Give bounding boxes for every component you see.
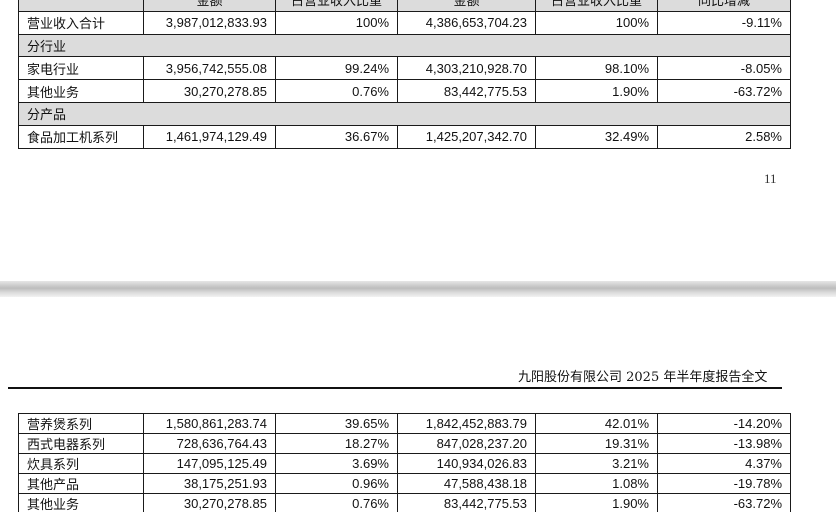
cell-value: 42.01% xyxy=(535,413,658,434)
document-running-header: 九阳股份有限公司 2025 年半年度报告全文 xyxy=(518,370,768,385)
cell-value: 19.31% xyxy=(535,433,658,454)
section-row: 分产品 xyxy=(18,101,791,126)
row-label: 营养煲系列 xyxy=(18,413,144,434)
table-row: 炊具系列 147,095,125.49 3.69% 140,934,026.83… xyxy=(18,453,791,474)
row-label: 家电行业 xyxy=(18,56,144,81)
cell-value: 99.24% xyxy=(275,56,398,81)
cell-value: 3.69% xyxy=(275,453,398,474)
cell-value: 83,442,775.53 xyxy=(397,79,536,103)
cell-value: 728,636,764.43 xyxy=(143,433,276,454)
page-break-divider xyxy=(0,281,836,297)
table-header-row: 金额 占营业收入比重 金额 占营业收入比重 同比增减 xyxy=(18,0,791,12)
cell-value: 39.65% xyxy=(275,413,398,434)
section-row: 分行业 xyxy=(18,33,791,58)
cell-value: -63.72% xyxy=(657,79,791,103)
cell-value: 2.58% xyxy=(657,124,791,149)
cell-value: -9.11% xyxy=(657,10,791,35)
cell-value: -19.78% xyxy=(657,473,791,494)
cell-value: 47,588,438.18 xyxy=(397,473,536,494)
cell-value: 1.90% xyxy=(535,79,658,103)
table-row: 家电行业 3,956,742,555.08 99.24% 4,303,210,9… xyxy=(18,56,791,81)
header-cell: 占营业收入比重 xyxy=(275,0,398,12)
cell-value: 32.49% xyxy=(535,124,658,149)
row-label: 其他产品 xyxy=(18,473,144,494)
cell-value: 98.10% xyxy=(535,56,658,81)
table-row: 其他业务 30,270,278.85 0.76% 83,442,775.53 1… xyxy=(18,79,791,103)
table-row: 食品加工机系列 1,461,974,129.49 36.67% 1,425,20… xyxy=(18,124,791,149)
header-cell xyxy=(18,0,144,12)
cell-value: 4.37% xyxy=(657,453,791,474)
cell-value: 3.21% xyxy=(535,453,658,474)
cell-value: 0.76% xyxy=(275,79,398,103)
cell-value: 38,175,251.93 xyxy=(143,473,276,494)
table-row-total: 营业收入合计 3,987,012,833.93 100% 4,386,653,7… xyxy=(18,10,791,35)
row-label: 营业收入合计 xyxy=(18,10,144,35)
cell-value: 1,842,452,883.79 xyxy=(397,413,536,434)
page-number: 11 xyxy=(764,171,777,186)
table-row: 其他业务 30,270,278.85 0.76% 83,442,775.53 1… xyxy=(18,493,791,512)
cell-value: -63.72% xyxy=(657,493,791,512)
revenue-table-top: 金额 占营业收入比重 金额 占营业收入比重 同比增减 营业收入合计 3,987,… xyxy=(18,0,791,149)
row-label: 炊具系列 xyxy=(18,453,144,474)
cell-value: 100% xyxy=(535,10,658,35)
section-label: 分产品 xyxy=(18,101,791,126)
cell-value: 3,987,012,833.93 xyxy=(143,10,276,35)
row-label: 食品加工机系列 xyxy=(18,124,144,149)
header-cell: 同比增减 xyxy=(657,0,791,12)
cell-value: 36.67% xyxy=(275,124,398,149)
row-label: 其他业务 xyxy=(18,493,144,512)
header-cell: 金额 xyxy=(143,0,276,12)
cell-value: -14.20% xyxy=(657,413,791,434)
cell-value: 4,386,653,704.23 xyxy=(397,10,536,35)
cell-value: 1.90% xyxy=(535,493,658,512)
cell-value: 30,270,278.85 xyxy=(143,79,276,103)
cell-value: 1,580,861,283.74 xyxy=(143,413,276,434)
cell-value: 30,270,278.85 xyxy=(143,493,276,512)
header-rule-line xyxy=(8,387,782,389)
revenue-table-bottom: 营养煲系列 1,580,861,283.74 39.65% 1,842,452,… xyxy=(18,413,791,512)
cell-value: 147,095,125.49 xyxy=(143,453,276,474)
header-cell: 占营业收入比重 xyxy=(535,0,658,12)
cell-value: 0.76% xyxy=(275,493,398,512)
cell-value: -13.98% xyxy=(657,433,791,454)
cell-value: 4,303,210,928.70 xyxy=(397,56,536,81)
table-row: 营养煲系列 1,580,861,283.74 39.65% 1,842,452,… xyxy=(18,413,791,434)
cell-value: -8.05% xyxy=(657,56,791,81)
table-row: 其他产品 38,175,251.93 0.96% 47,588,438.18 1… xyxy=(18,473,791,494)
cell-value: 18.27% xyxy=(275,433,398,454)
section-label: 分行业 xyxy=(18,33,791,58)
cell-value: 83,442,775.53 xyxy=(397,493,536,512)
cell-value: 1.08% xyxy=(535,473,658,494)
cell-value: 0.96% xyxy=(275,473,398,494)
cell-value: 1,425,207,342.70 xyxy=(397,124,536,149)
cell-value: 3,956,742,555.08 xyxy=(143,56,276,81)
cell-value: 847,028,237.20 xyxy=(397,433,536,454)
cell-value: 1,461,974,129.49 xyxy=(143,124,276,149)
cell-value: 140,934,026.83 xyxy=(397,453,536,474)
row-label: 西式电器系列 xyxy=(18,433,144,454)
row-label: 其他业务 xyxy=(18,79,144,103)
cell-value: 100% xyxy=(275,10,398,35)
table-row: 西式电器系列 728,636,764.43 18.27% 847,028,237… xyxy=(18,433,791,454)
header-cell: 金额 xyxy=(397,0,536,12)
